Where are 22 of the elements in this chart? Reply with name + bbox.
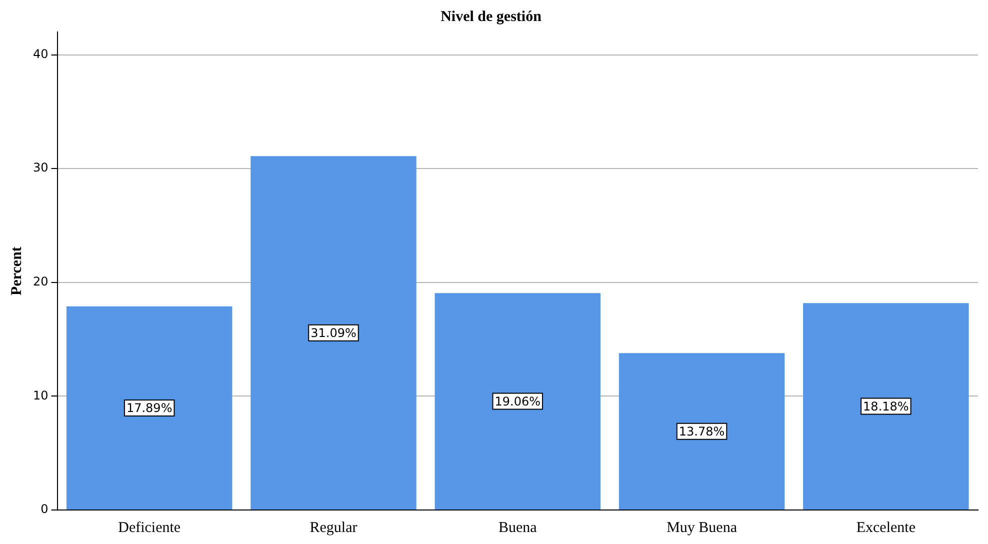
y-tick-label: 20 <box>32 274 48 289</box>
bar <box>803 303 969 510</box>
x-tick-label: Regular <box>310 520 358 536</box>
bar <box>618 353 785 510</box>
x-tick-label: Buena <box>498 520 538 536</box>
data-label: 18.18% <box>863 399 909 414</box>
bar <box>250 156 416 510</box>
data-label: 13.78% <box>678 424 725 438</box>
bar <box>434 293 600 510</box>
x-tick-label: Deficiente <box>118 520 181 536</box>
y-tick-label: 0 <box>40 502 48 516</box>
chart-title: Nivel de gestión <box>440 8 542 25</box>
y-tick-label: 30 <box>32 160 48 175</box>
x-tick-label: Muy Buena <box>666 520 738 536</box>
data-label: 31.09% <box>310 326 356 340</box>
data-label: 17.89% <box>126 401 172 416</box>
bar <box>66 306 232 510</box>
y-tick-label: 10 <box>32 388 48 402</box>
y-tick-label: 40 <box>32 46 48 61</box>
data-label: 19.06% <box>494 394 541 408</box>
y-axis-title: Percent <box>8 246 25 296</box>
x-tick-label: Excelente <box>856 520 916 536</box>
